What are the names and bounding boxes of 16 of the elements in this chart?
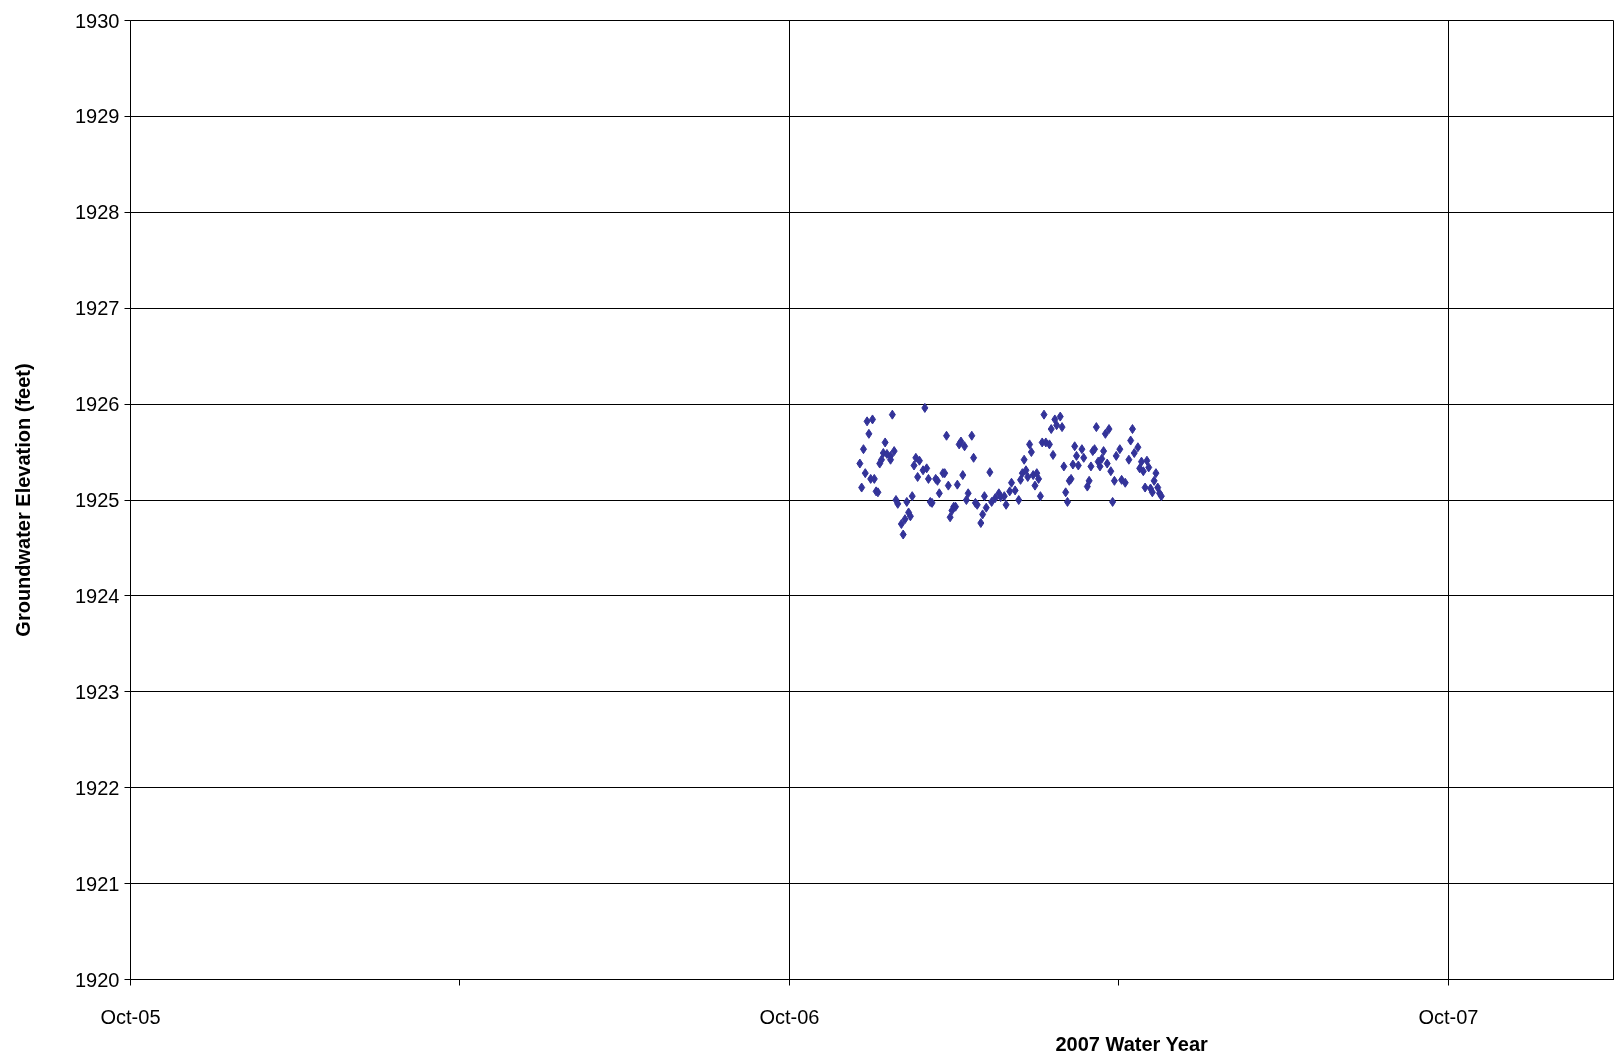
y-tick-label: 1926 [75,393,120,416]
y-tick-label: 1927 [75,297,120,320]
y-axis-title: Groundwater Elevation (feet) [12,363,35,637]
y-tick-label: 1925 [75,489,120,511]
x-tick-label: Oct-07 [1418,1005,1479,1028]
y-tick-label: 1922 [75,776,120,799]
x-tick-label: Oct-05 [100,1005,161,1028]
x-axis-title: 2007 Water Year [1055,1032,1209,1054]
y-tick-label: 1930 [75,9,120,32]
x-tick-label: Oct-06 [759,1005,820,1028]
y-tick-label: 1920 [75,968,120,991]
y-tick-label: 1923 [75,680,120,703]
y-tick-label: 1929 [75,105,120,128]
y-tick-label: 1921 [75,872,120,895]
y-tick-label: 1924 [75,584,120,607]
y-tick-label: 1928 [75,201,120,224]
